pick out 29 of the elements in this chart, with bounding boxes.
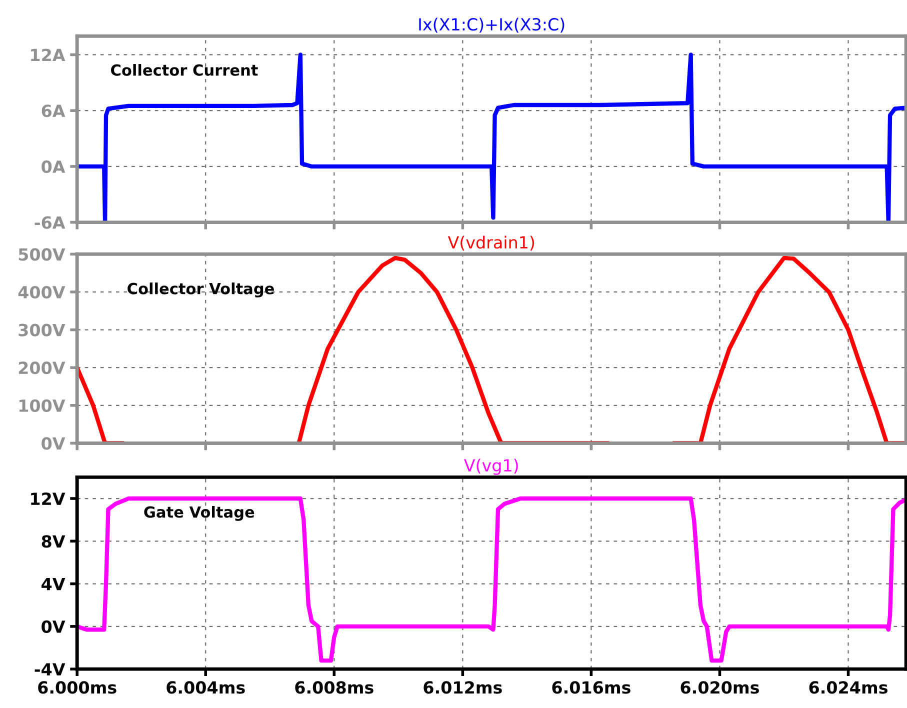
y-tick-label: 4V [42, 578, 66, 590]
x-tick-label: 6.008ms [295, 681, 374, 694]
x-tick-label: 6.020ms [680, 681, 759, 694]
line-series [77, 496, 906, 663]
y-tick-label: 0A [42, 160, 66, 174]
annotation: Collector Voltage [128, 282, 274, 298]
y-tick-label: 0V [42, 620, 66, 633]
y-tick-label: 0V [42, 437, 66, 450]
series-label: V(vg1) [464, 458, 518, 475]
y-tick-label: -6A [34, 216, 66, 229]
text: V(vdrain1) [448, 236, 534, 251]
text: Ix(X1:C)+Ix(X3:C) [419, 18, 564, 33]
x-tick-label: 6.016ms [552, 681, 630, 694]
y-tick-label: 6A [42, 104, 66, 118]
x-tick-label: 6.012ms [424, 681, 502, 694]
y-tick-label: 500V [18, 248, 66, 261]
y-tick-label: 100V [19, 399, 66, 412]
y-tick-label: 400V [18, 286, 66, 299]
annotation: Gate Voltage [144, 506, 254, 521]
y-tick-label: 300V [18, 324, 66, 336]
y-tick-label: 12V [31, 492, 66, 505]
y-tick-label: -4V [34, 663, 66, 676]
x-tick-label: 6.000ms [38, 681, 116, 694]
y-tick-label: 8V [42, 535, 66, 548]
annotation: Collector Current [111, 64, 258, 76]
x-tick-label: 6.004ms [166, 681, 245, 694]
x-tick-label: 6.024ms [809, 681, 888, 694]
y-tick-label: 200V [18, 362, 66, 374]
y-tick-label: 12A [31, 48, 66, 62]
